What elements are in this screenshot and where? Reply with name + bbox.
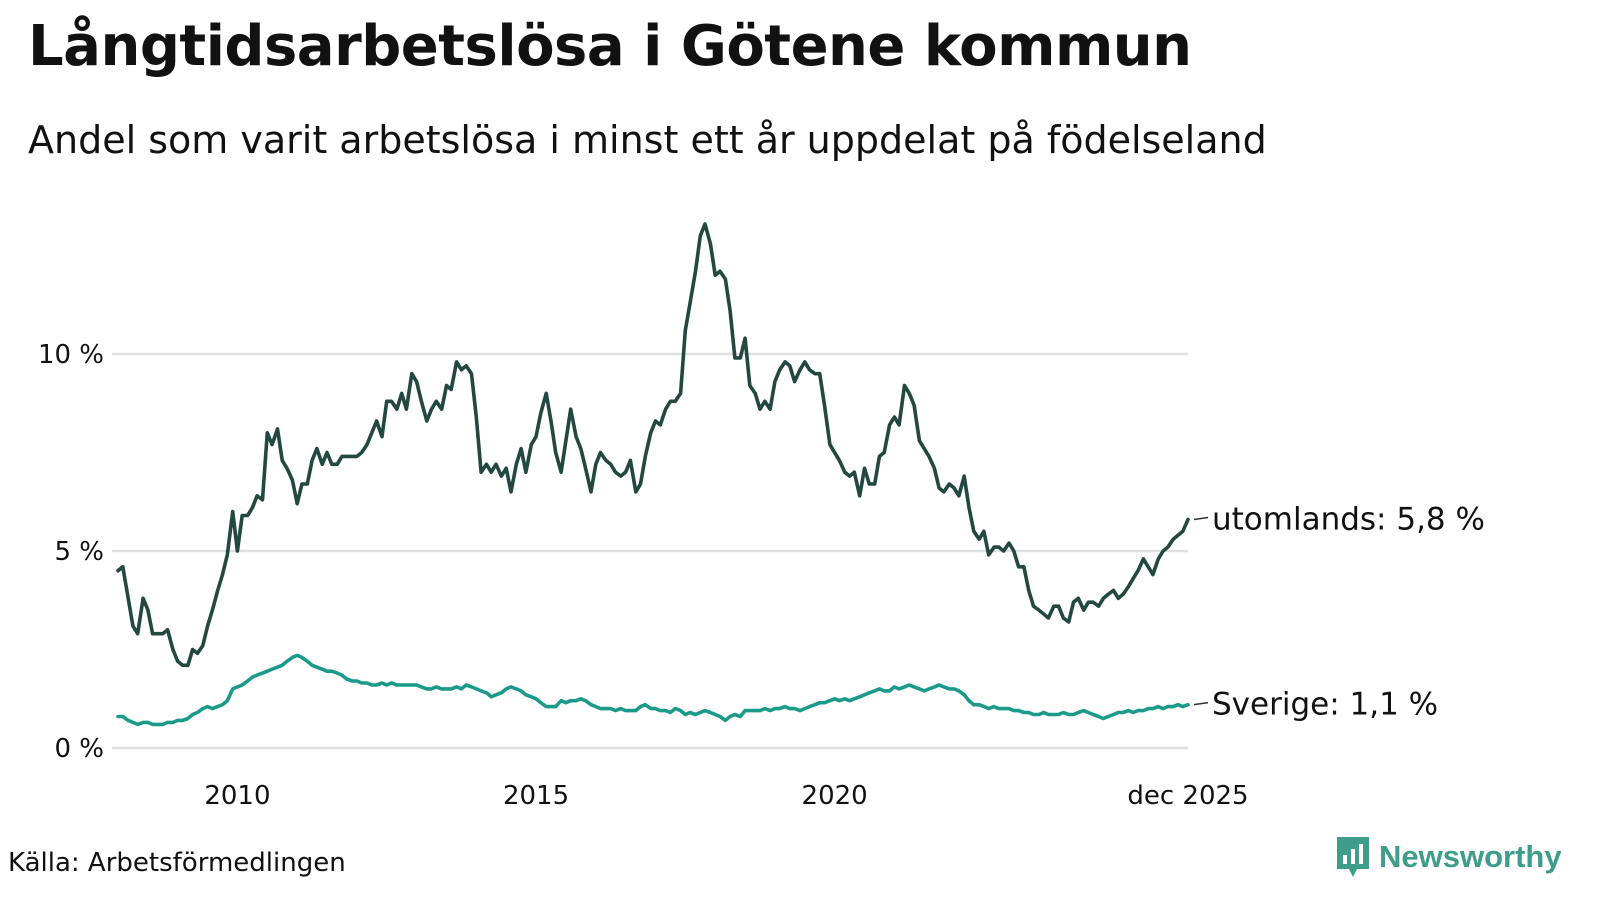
brand-name: Newsworthy <box>1379 839 1562 874</box>
newsworthy-logo-icon <box>1337 837 1369 877</box>
line-chart: 0 % 5 % 10 % 2010 2015 2020 dec 2025 utomland… <box>38 222 1485 811</box>
y-axis: 0 % 5 % 10 % <box>38 340 104 764</box>
series-end-labels: utomlands: 5,8 % Sverige: 1,1 % <box>1193 501 1485 723</box>
chart-subtitle: Andel som varit arbetslösa i minst ett å… <box>28 118 1267 162</box>
brand-logo: Newsworthy <box>1335 835 1562 879</box>
series-line-sverige <box>116 653 1190 727</box>
x-tick-label: 2020 <box>802 781 868 811</box>
y-tick-label: 5 % <box>54 537 104 567</box>
x-axis: 2010 2015 2020 dec 2025 <box>204 781 1248 811</box>
x-tick-label: 2010 <box>204 781 270 811</box>
x-tick-label: dec 2025 <box>1127 781 1248 811</box>
chart-title: Långtidsarbetslösa i Götene kommun <box>28 14 1192 79</box>
series-line-utomlands <box>116 222 1190 668</box>
series-end-label-sverige: Sverige: 1,1 % <box>1212 687 1438 723</box>
series-lines <box>116 222 1190 727</box>
source-note: Källa: Arbetsförmedlingen <box>8 848 346 878</box>
x-tick-label: 2015 <box>503 781 569 811</box>
y-tick-label: 0 % <box>54 734 104 764</box>
label-connector <box>1193 701 1209 706</box>
series-end-label-utomlands: utomlands: 5,8 % <box>1212 501 1485 537</box>
y-tick-label: 10 % <box>38 340 104 370</box>
label-connector <box>1193 516 1209 521</box>
gridlines <box>112 352 1188 750</box>
